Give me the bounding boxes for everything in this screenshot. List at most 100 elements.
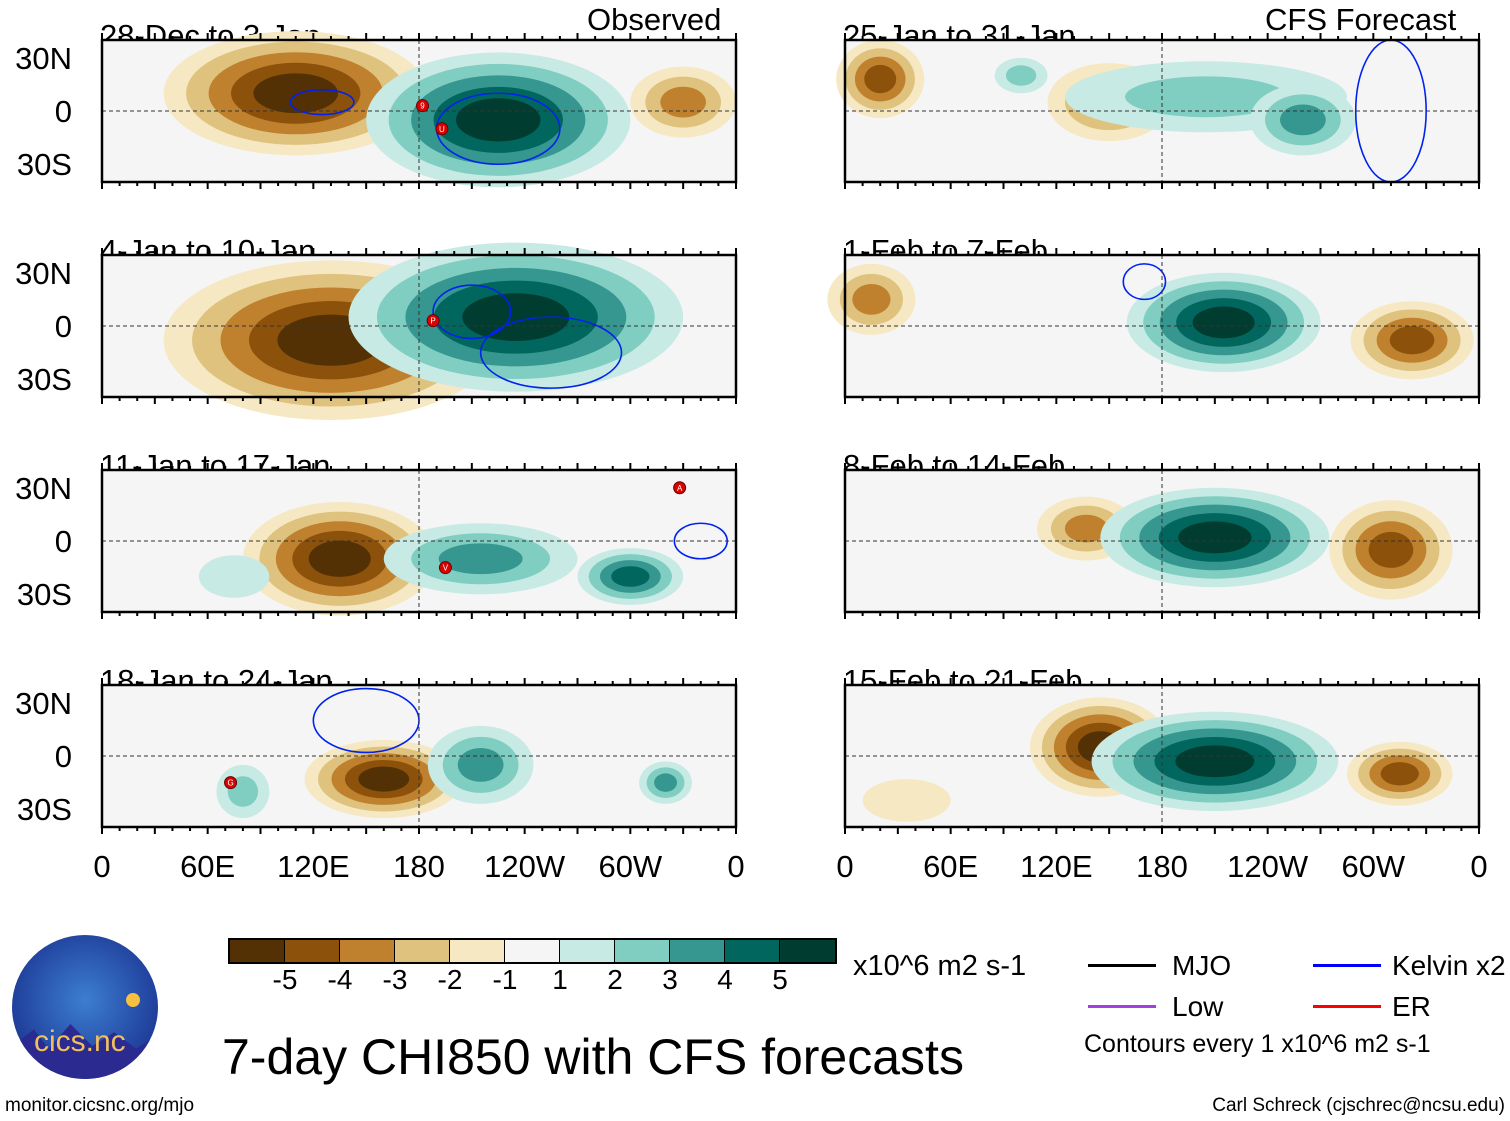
kelvin-contour (1122, 263, 1167, 301)
wet-anomaly-level-3 (438, 543, 523, 575)
observed-label: Observed (587, 2, 722, 37)
y-tick-label: 30N (15, 40, 72, 76)
map-panel (843, 463, 1481, 619)
x-tick-label: 60E (180, 849, 236, 884)
dry-anomaly-level-4 (1380, 762, 1419, 786)
x-tick-label: 180 (393, 849, 445, 884)
storm-marker: A (673, 481, 687, 495)
wet-anomaly-level-2 (1005, 65, 1037, 86)
y-tick-label: 0 (54, 524, 72, 559)
y-tick-label: 30S (16, 577, 72, 613)
storm-label: V (443, 564, 449, 573)
colorbar-tick-label: -5 (272, 964, 298, 995)
y-tick-label: 30N (15, 685, 72, 721)
x-tick-label: 120E (1020, 849, 1093, 884)
x-tick-label: 60E (923, 849, 979, 884)
colorbar-units: x10^6 m2 s-1 (853, 950, 1027, 982)
map-panel: G (100, 678, 738, 834)
colorbar-tick-label: -2 (437, 964, 463, 995)
y-tick-label: 30N (15, 255, 72, 291)
y-tick-label: 30S (16, 792, 72, 828)
figure-title: 7-day CHI850 with CFS forecasts (222, 1029, 964, 1085)
forecast-label: CFS Forecast (1265, 2, 1457, 37)
dry-anomaly-level-4 (1389, 326, 1435, 355)
colorbar-swatch (780, 940, 835, 962)
colorbar-swatch (230, 940, 285, 962)
colorbar-tick-label: 5 (772, 964, 788, 995)
dry-anomaly-level-3 (852, 283, 891, 315)
map-panel: AV (100, 463, 738, 619)
dry-anomaly-level-5 (308, 540, 371, 577)
colorbar (228, 938, 837, 964)
storm-marker: U (435, 122, 449, 136)
storm-marker: V (438, 561, 452, 575)
wet-anomaly-level-5 (455, 98, 541, 142)
contour-note: Contours every 1 x10^6 m2 s-1 (1084, 1030, 1431, 1058)
colorbar-tick-label: -1 (492, 964, 518, 995)
kelvin-contour (479, 316, 623, 389)
kelvin-contour (289, 88, 355, 116)
colorbar-tick-label: 1 (552, 964, 568, 995)
mjo-legend-line (1088, 964, 1156, 967)
dry-anomaly-level-1 (862, 779, 951, 822)
colorbar-swatch (395, 940, 450, 962)
map-panel (836, 33, 1481, 189)
storm-label: P (430, 317, 435, 326)
kelvin-contour (432, 284, 512, 340)
wet-anomaly-level-3 (1279, 104, 1326, 136)
storm-marker: P (426, 314, 440, 328)
y-tick-label: 0 (54, 739, 72, 774)
x-tick-label: 120E (277, 849, 350, 884)
dry-anomaly-level-5 (358, 766, 410, 792)
colorbar-swatch (560, 940, 615, 962)
dry-anomaly-level-4 (864, 64, 897, 94)
er-legend-line (1313, 1005, 1381, 1008)
legend-kelvin: Kelvin x2 (1392, 950, 1506, 981)
wet-anomaly-level-5 (1178, 521, 1252, 554)
wet-anomaly-level-1 (198, 555, 270, 598)
x-tick-label: 60W (598, 849, 663, 884)
colorbar-swatch (505, 940, 560, 962)
x-tick-label: 120W (484, 849, 566, 884)
storm-marker: 9 (416, 99, 430, 113)
dry-anomaly-level-5 (253, 73, 338, 114)
map-panel: P (100, 242, 738, 421)
storm-label: 9 (420, 102, 425, 111)
logo-text: cics.nc (34, 1025, 126, 1058)
cicsnc-logo: cics.nc (12, 935, 158, 1079)
map-panel (827, 248, 1481, 404)
wet-anomaly-level-3 (457, 747, 504, 782)
y-tick-label: 30N (15, 470, 72, 506)
colorbar-tick-label: -3 (382, 964, 408, 995)
map-panel (843, 678, 1481, 834)
colorbar-swatch (615, 940, 670, 962)
y-tick-label: 0 (54, 309, 72, 344)
kelvin-legend-line (1313, 964, 1381, 967)
wet-anomaly-level-2 (1125, 76, 1288, 118)
colorbar-swatch (450, 940, 505, 962)
website-link[interactable]: monitor.cicsnc.org/mjo (5, 1095, 195, 1116)
colorbar-tick-label: -4 (327, 964, 353, 995)
legend-low: Low (1172, 991, 1224, 1022)
y-tick-label: 0 (54, 94, 72, 129)
dry-anomaly-level-3 (1064, 514, 1108, 543)
credit: Carl Schreck (cjschrec@ncsu.edu) (1212, 1095, 1505, 1116)
wet-anomaly-level-5 (1175, 745, 1255, 778)
storm-label: G (227, 779, 233, 788)
colorbar-swatch (340, 940, 395, 962)
dry-anomaly-level-3 (660, 86, 707, 118)
low-legend-line (1088, 1005, 1156, 1008)
colorbar-tick-label: 3 (662, 964, 678, 995)
storm-label: A (677, 484, 683, 493)
wet-anomaly-level-4 (611, 566, 650, 587)
storm-label: U (439, 125, 445, 134)
colorbar-tick-label: 2 (607, 964, 623, 995)
wet-anomaly-level-5 (462, 293, 570, 341)
x-tick-label: 0 (727, 849, 745, 884)
legend-mjo: MJO (1172, 950, 1232, 981)
colorbar-swatch (670, 940, 725, 962)
x-tick-label: 60W (1341, 849, 1406, 884)
wet-anomaly-level-5 (1192, 306, 1255, 339)
x-tick-label: 0 (836, 849, 854, 884)
